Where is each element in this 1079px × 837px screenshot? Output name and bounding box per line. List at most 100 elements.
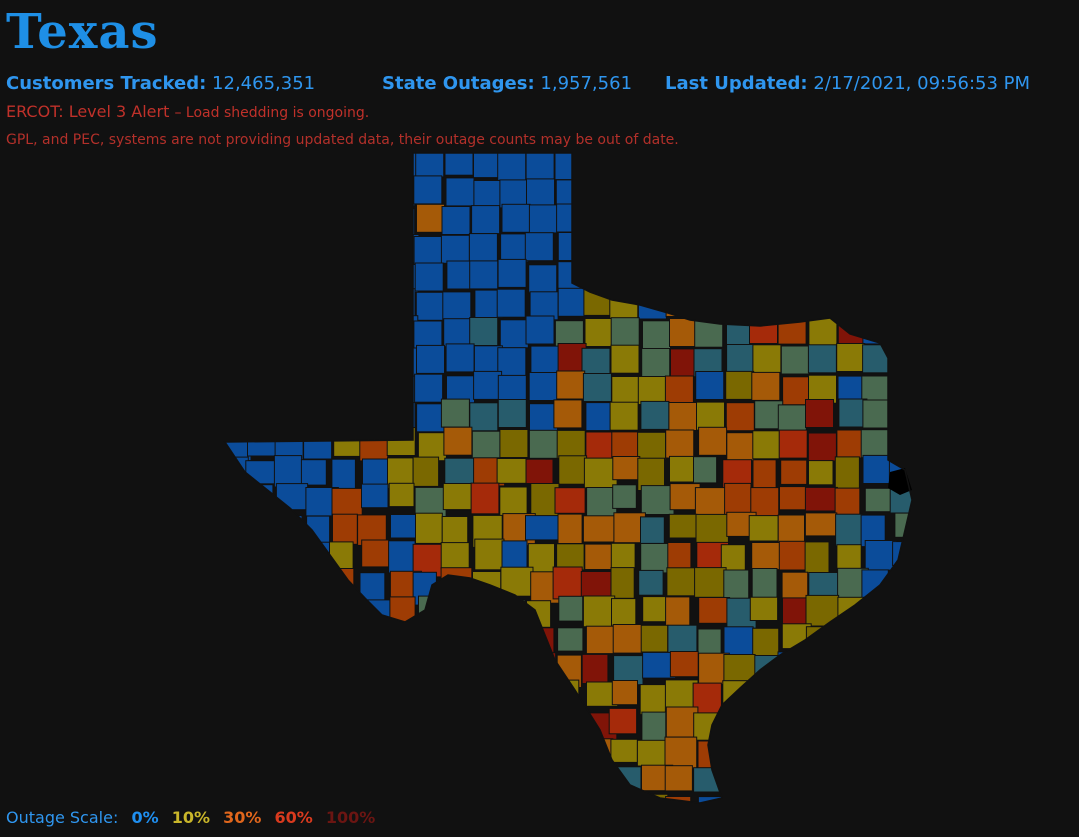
county-426 xyxy=(250,625,282,655)
county-337 xyxy=(557,513,583,544)
county-95 xyxy=(778,235,808,265)
county-298 xyxy=(862,454,891,484)
county-541 xyxy=(664,736,698,770)
county-236 xyxy=(529,403,558,433)
county-264 xyxy=(611,431,641,461)
county-80 xyxy=(356,232,386,262)
county-253 xyxy=(303,430,333,460)
county-114 xyxy=(610,263,639,293)
county-329 xyxy=(332,513,358,545)
county-269 xyxy=(752,430,782,460)
county-507 xyxy=(416,712,441,741)
scale-step-30: 30% xyxy=(223,808,262,827)
county-502 xyxy=(275,708,303,741)
data-notice: GPL, and PEC, systems are not providing … xyxy=(6,132,679,148)
county-321 xyxy=(804,486,838,512)
county-176 xyxy=(250,347,280,377)
county-323 xyxy=(864,487,894,513)
county-322 xyxy=(834,487,861,517)
county-115 xyxy=(638,261,668,291)
county-107 xyxy=(414,262,444,292)
county-522 xyxy=(832,709,865,734)
county-15 xyxy=(640,153,670,176)
county-481 xyxy=(388,679,421,711)
county-161 xyxy=(525,315,555,345)
county-209 xyxy=(473,370,503,400)
county-528 xyxy=(305,734,336,763)
county-92 xyxy=(698,231,728,261)
scale-step-10: 10% xyxy=(171,808,210,827)
county-17 xyxy=(694,153,724,179)
county-4 xyxy=(332,153,362,182)
county-131 xyxy=(386,288,416,318)
county-283 xyxy=(444,457,478,488)
county-325 xyxy=(225,513,250,540)
county-143 xyxy=(722,287,752,316)
county-171 xyxy=(808,317,838,347)
county-255 xyxy=(359,432,389,462)
county-430 xyxy=(362,625,388,653)
county-229 xyxy=(332,401,362,431)
county-409 xyxy=(474,596,506,626)
county-494 xyxy=(748,679,779,713)
county-560 xyxy=(501,766,526,791)
texas-outline xyxy=(223,152,913,804)
county-388 xyxy=(580,571,614,600)
county-373 xyxy=(864,540,898,571)
county-362 xyxy=(556,543,585,571)
county-286 xyxy=(525,458,554,485)
county-482 xyxy=(417,683,447,708)
county-358 xyxy=(440,542,470,570)
county-9 xyxy=(473,153,502,179)
county-268 xyxy=(726,432,756,462)
county-327 xyxy=(277,515,303,545)
county-515 xyxy=(641,711,667,741)
county-69 xyxy=(754,203,784,232)
county-473 xyxy=(863,651,889,684)
county-32 xyxy=(413,175,443,205)
county-511 xyxy=(525,707,559,739)
county-117 xyxy=(693,259,723,289)
county-529 xyxy=(334,735,364,764)
county-349 xyxy=(894,512,912,538)
county-48 xyxy=(864,178,894,208)
county-533 xyxy=(442,738,470,764)
county-116 xyxy=(669,261,699,291)
county-77 xyxy=(277,230,307,260)
alert-level: ERCOT: Level 3 Alert xyxy=(6,102,170,121)
county-5 xyxy=(361,153,391,177)
county-53 xyxy=(305,205,335,234)
county-464 xyxy=(613,655,644,686)
county-317 xyxy=(694,487,726,519)
county-312 xyxy=(554,487,586,514)
county-54 xyxy=(333,208,363,238)
county-128 xyxy=(304,288,334,318)
county-364 xyxy=(610,542,636,570)
county-213 xyxy=(582,373,612,402)
county-483 xyxy=(445,678,477,712)
county-277 xyxy=(273,455,303,488)
county-413 xyxy=(582,595,616,628)
county-506 xyxy=(387,711,420,746)
county-347 xyxy=(835,513,864,547)
county-49 xyxy=(893,175,912,205)
county-180 xyxy=(360,342,390,372)
county-342 xyxy=(695,513,729,545)
county-135 xyxy=(496,288,526,318)
county-479 xyxy=(332,681,359,711)
county-401 xyxy=(247,596,273,622)
county-431 xyxy=(385,624,410,657)
state-outages-label: State Outages: xyxy=(382,73,535,94)
county-190 xyxy=(641,348,671,377)
county-417 xyxy=(698,597,731,624)
county-22 xyxy=(836,153,866,179)
county-288 xyxy=(583,457,618,489)
county-421 xyxy=(805,594,840,627)
county-163 xyxy=(584,318,614,347)
county-318 xyxy=(724,482,752,516)
county-496 xyxy=(808,680,837,708)
county-41 xyxy=(666,175,696,205)
county-516 xyxy=(665,706,699,738)
county-586 xyxy=(526,793,555,803)
county-568 xyxy=(722,767,755,797)
